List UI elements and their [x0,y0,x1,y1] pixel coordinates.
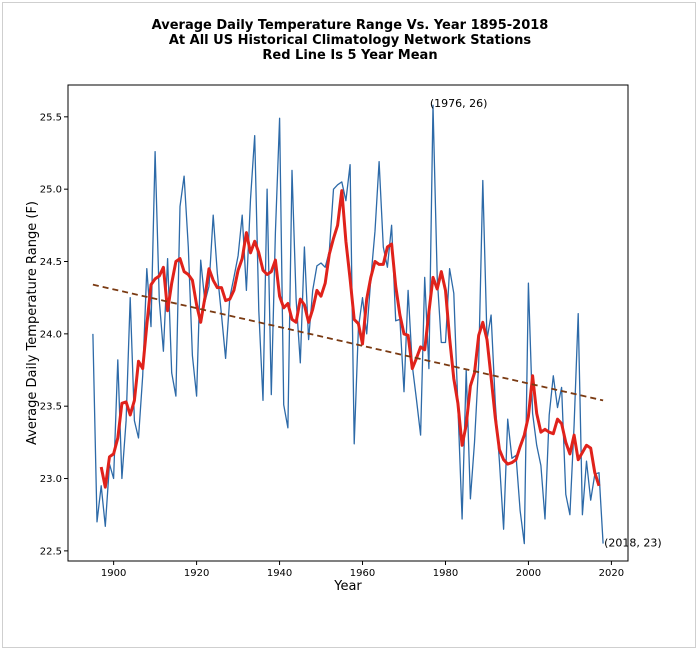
x-tick-label: 1960 [350,568,375,579]
chart-title-line-1: Average Daily Temperature Range Vs. Year… [151,18,549,33]
chart-title-line-3: Red Line Is 5 Year Mean [262,48,438,63]
y-tick-label: 25.5 [40,112,62,123]
x-axis-label: Year [333,579,362,594]
x-tick-label: 1900 [101,568,126,579]
series-5yr-mean-line [99,189,601,489]
y-axis-label: Average Daily Temperature Range (F) [25,201,40,445]
series-annual-line [92,104,604,545]
y-tick-label: 25.0 [40,185,62,196]
x-tick-label: 2000 [516,568,541,579]
trend-line [92,283,604,402]
y-tick-label: 23.0 [40,474,62,485]
x-tick-label: 1920 [184,568,209,579]
y-tick-label: 22.5 [40,546,62,557]
chart-title-line-2: At All US Historical Climatology Network… [168,33,532,48]
annotation-last: (2018, 23) [604,537,662,550]
x-tick-label: 1980 [433,568,458,579]
y-tick-label: 24.0 [40,329,62,340]
x-tick-label: 2020 [599,568,624,579]
x-tick-label: 1940 [267,568,292,579]
y-tick-label: 23.5 [40,402,62,413]
plot-area [67,84,629,562]
y-tick-label: 24.5 [40,257,62,268]
annotation-max: (1976, 26) [430,97,488,110]
